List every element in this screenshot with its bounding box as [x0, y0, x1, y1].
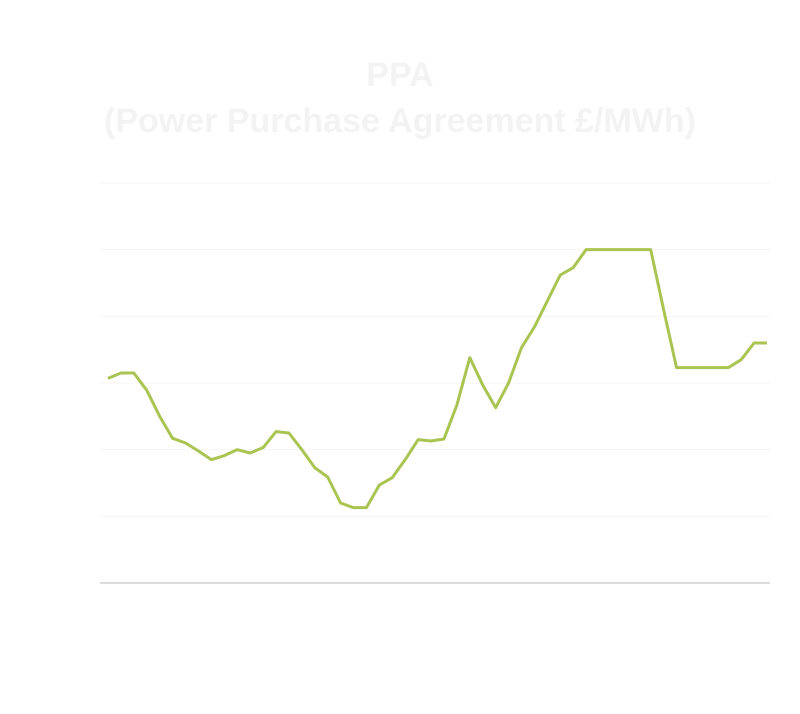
chart-subtitle: (Power Purchase Agreement £/MWh) [104, 102, 696, 140]
data-line [107, 248, 767, 510]
chart-title: PPA [366, 56, 433, 94]
